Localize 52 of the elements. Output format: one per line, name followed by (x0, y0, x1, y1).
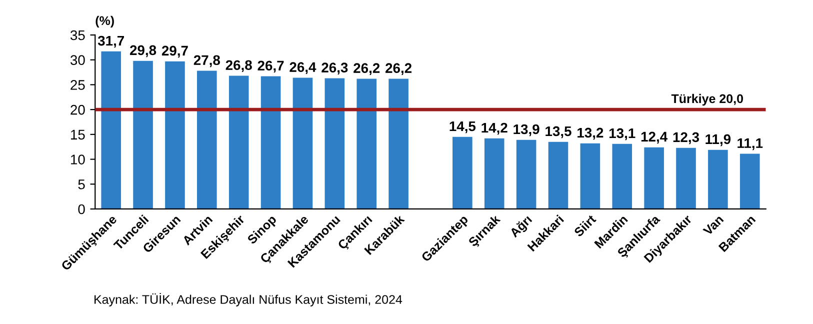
y-tick-label: 15 (71, 130, 85, 140)
bar (484, 138, 504, 209)
bar (292, 78, 313, 209)
bar (228, 76, 249, 209)
bar (452, 136, 472, 209)
bar (388, 78, 408, 209)
data-label: 31,7 (98, 36, 124, 48)
y-tick-label: 25 (70, 80, 85, 90)
data-label: 13,1 (609, 128, 636, 140)
y-tick-label: 35 (70, 30, 85, 40)
x-tick-label: Siirt (573, 214, 597, 238)
data-label: 26,7 (258, 60, 284, 73)
data-label: 14,2 (482, 122, 508, 135)
y-tick-label: 10 (71, 154, 85, 164)
data-label: 13,9 (514, 124, 540, 136)
data-label: 14,5 (450, 121, 476, 134)
bar (548, 142, 568, 209)
bar (260, 76, 281, 209)
data-label: 26,3 (322, 62, 348, 75)
data-label: 12,4 (641, 132, 668, 144)
ref-line-label: Türkiye 20,0 (671, 94, 743, 106)
bar (101, 51, 121, 209)
data-label: 29,8 (130, 45, 156, 58)
data-label: 29,7 (162, 46, 188, 58)
data-label: 11,1 (738, 138, 763, 150)
bar (165, 61, 185, 209)
y-tick-label: 20 (70, 104, 85, 115)
y-tick-label: 5 (78, 180, 85, 190)
data-label: 27,8 (194, 55, 220, 68)
data-label: 26,8 (226, 60, 252, 72)
y-tick-label: 30 (70, 55, 85, 66)
data-label: 26,2 (386, 63, 412, 76)
data-label: 11,9 (706, 134, 731, 146)
data-label: 13,2 (578, 128, 604, 140)
bar (356, 78, 377, 209)
y-axis-title: (%) (96, 16, 114, 28)
bar (197, 70, 217, 209)
data-label: 26,4 (290, 62, 316, 74)
data-label: 12,3 (673, 132, 700, 144)
bar (644, 147, 664, 209)
bar (516, 140, 536, 209)
y-tick-label: 0 (78, 204, 85, 214)
text: Kaynak: TÜİK, Adrese Dayalı Nüfus Kayıt Sistemi, 2024 (94, 293, 402, 306)
bar (612, 144, 632, 209)
data-label: 13,5 (546, 126, 572, 138)
data-label: 26,2 (354, 63, 380, 76)
bar (133, 60, 153, 209)
bar (708, 150, 728, 209)
bar (324, 78, 345, 209)
bar (676, 148, 696, 209)
bar (740, 154, 760, 209)
bar (580, 143, 600, 209)
